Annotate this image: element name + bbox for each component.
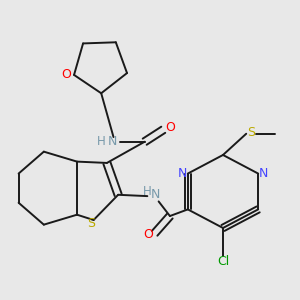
Text: S: S xyxy=(88,217,96,230)
Text: N: N xyxy=(151,188,160,201)
Text: O: O xyxy=(165,121,175,134)
Text: N: N xyxy=(259,167,268,180)
Text: N: N xyxy=(178,167,187,180)
Text: S: S xyxy=(247,126,255,139)
Text: Cl: Cl xyxy=(217,255,229,268)
Text: N: N xyxy=(107,135,117,148)
Text: H: H xyxy=(143,185,152,198)
Text: H: H xyxy=(97,135,105,148)
Text: O: O xyxy=(61,68,71,81)
Text: O: O xyxy=(143,228,153,241)
